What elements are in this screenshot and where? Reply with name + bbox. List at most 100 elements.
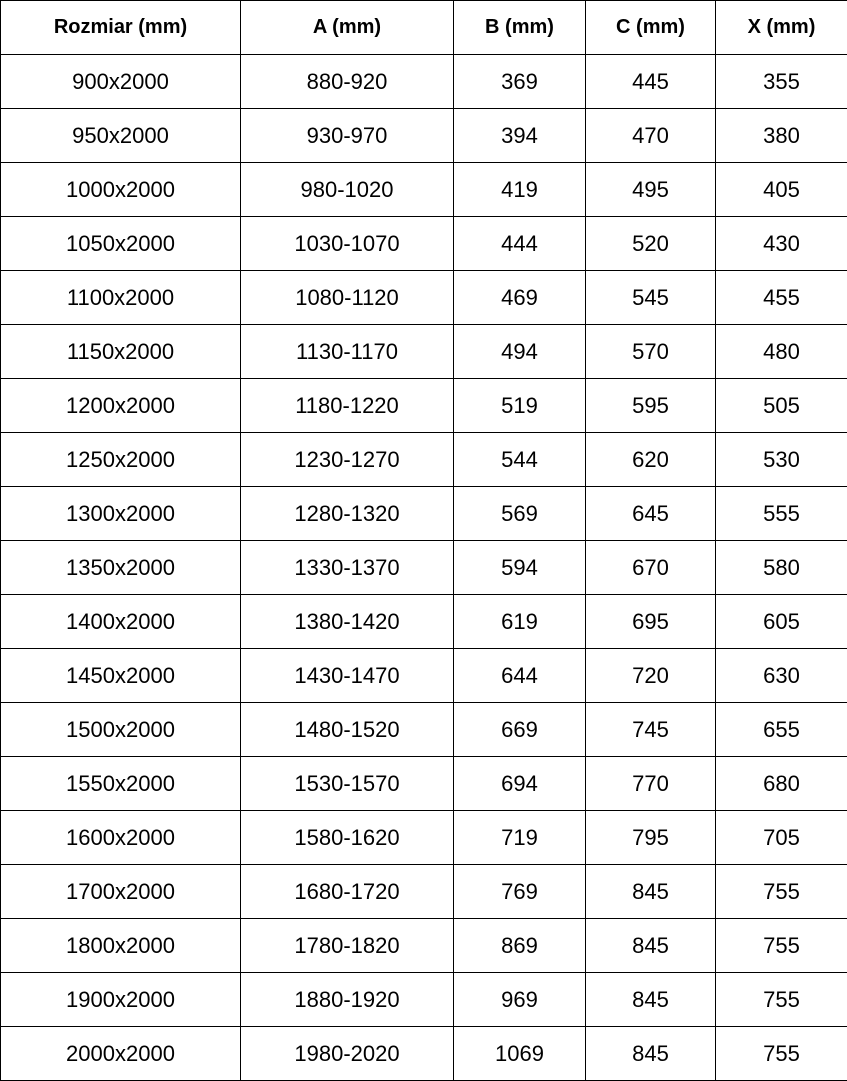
header-size: Rozmiar (mm) — [0, 0, 241, 55]
cell-x: 405 — [715, 162, 847, 217]
cell-x: 605 — [715, 594, 847, 649]
cell-size: 1000x2000 — [0, 162, 241, 217]
cell-size: 900x2000 — [0, 54, 241, 109]
cell-x: 380 — [715, 108, 847, 163]
cell-a: 930-970 — [240, 108, 454, 163]
table-row: 1000x2000 980-1020 419 495 405 — [0, 162, 847, 217]
cell-b: 719 — [453, 810, 586, 865]
table-row: 1300x2000 1280-1320 569 645 555 — [0, 486, 847, 541]
cell-size: 1450x2000 — [0, 648, 241, 703]
cell-c: 645 — [585, 486, 716, 541]
cell-c: 495 — [585, 162, 716, 217]
cell-size: 1250x2000 — [0, 432, 241, 487]
cell-x: 755 — [715, 864, 847, 919]
cell-b: 569 — [453, 486, 586, 541]
table-row: 1450x2000 1430-1470 644 720 630 — [0, 648, 847, 703]
cell-b: 769 — [453, 864, 586, 919]
cell-x: 355 — [715, 54, 847, 109]
cell-c: 695 — [585, 594, 716, 649]
cell-size: 1150x2000 — [0, 324, 241, 379]
cell-x: 755 — [715, 1026, 847, 1081]
cell-b: 444 — [453, 216, 586, 271]
cell-a: 880-920 — [240, 54, 454, 109]
table-row: 1700x2000 1680-1720 769 845 755 — [0, 864, 847, 919]
cell-c: 845 — [585, 1026, 716, 1081]
cell-a: 1330-1370 — [240, 540, 454, 595]
cell-c: 520 — [585, 216, 716, 271]
cell-b: 594 — [453, 540, 586, 595]
header-c: C (mm) — [585, 0, 716, 55]
cell-size: 1700x2000 — [0, 864, 241, 919]
cell-x: 455 — [715, 270, 847, 325]
header-a: A (mm) — [240, 0, 454, 55]
table-row: 1050x2000 1030-1070 444 520 430 — [0, 216, 847, 271]
cell-a: 1680-1720 — [240, 864, 454, 919]
cell-b: 869 — [453, 918, 586, 973]
cell-x: 705 — [715, 810, 847, 865]
cell-c: 845 — [585, 972, 716, 1027]
table-row: 1100x2000 1080-1120 469 545 455 — [0, 270, 847, 325]
cell-b: 369 — [453, 54, 586, 109]
cell-b: 494 — [453, 324, 586, 379]
table-body: 900x2000 880-920 369 445 355 950x2000 930-970 3… — [0, 54, 847, 1081]
header-b: B (mm) — [453, 0, 586, 55]
cell-c: 745 — [585, 702, 716, 757]
cell-size: 1100x2000 — [0, 270, 241, 325]
cell-b: 1069 — [453, 1026, 586, 1081]
cell-size: 1050x2000 — [0, 216, 241, 271]
cell-x: 630 — [715, 648, 847, 703]
cell-x: 580 — [715, 540, 847, 595]
cell-c: 770 — [585, 756, 716, 811]
table-row: 900x2000 880-920 369 445 355 — [0, 54, 847, 109]
cell-b: 419 — [453, 162, 586, 217]
cell-a: 980-1020 — [240, 162, 454, 217]
cell-c: 620 — [585, 432, 716, 487]
cell-c: 445 — [585, 54, 716, 109]
cell-b: 644 — [453, 648, 586, 703]
cell-a: 1280-1320 — [240, 486, 454, 541]
cell-a: 1030-1070 — [240, 216, 454, 271]
cell-x: 555 — [715, 486, 847, 541]
cell-b: 394 — [453, 108, 586, 163]
cell-b: 969 — [453, 972, 586, 1027]
cell-b: 544 — [453, 432, 586, 487]
cell-c: 720 — [585, 648, 716, 703]
cell-c: 795 — [585, 810, 716, 865]
cell-a: 1880-1920 — [240, 972, 454, 1027]
cell-a: 1130-1170 — [240, 324, 454, 379]
cell-x: 505 — [715, 378, 847, 433]
cell-b: 669 — [453, 702, 586, 757]
cell-b: 519 — [453, 378, 586, 433]
cell-c: 670 — [585, 540, 716, 595]
cell-x: 430 — [715, 216, 847, 271]
table-row: 1250x2000 1230-1270 544 620 530 — [0, 432, 847, 487]
cell-b: 694 — [453, 756, 586, 811]
cell-size: 1350x2000 — [0, 540, 241, 595]
cell-c: 470 — [585, 108, 716, 163]
cell-c: 545 — [585, 270, 716, 325]
table-row: 1400x2000 1380-1420 619 695 605 — [0, 594, 847, 649]
cell-size: 1300x2000 — [0, 486, 241, 541]
cell-x: 755 — [715, 972, 847, 1027]
header-row: Rozmiar (mm) A (mm) B (mm) C (mm) X (mm) — [0, 0, 847, 55]
table-row: 1900x2000 1880-1920 969 845 755 — [0, 972, 847, 1027]
cell-c: 570 — [585, 324, 716, 379]
cell-a: 1980-2020 — [240, 1026, 454, 1081]
cell-b: 469 — [453, 270, 586, 325]
cell-size: 1500x2000 — [0, 702, 241, 757]
cell-a: 1430-1470 — [240, 648, 454, 703]
table-row: 1350x2000 1330-1370 594 670 580 — [0, 540, 847, 595]
cell-size: 1550x2000 — [0, 756, 241, 811]
cell-a: 1080-1120 — [240, 270, 454, 325]
cell-c: 595 — [585, 378, 716, 433]
table-row: 1200x2000 1180-1220 519 595 505 — [0, 378, 847, 433]
header-x: X (mm) — [715, 0, 847, 55]
cell-a: 1780-1820 — [240, 918, 454, 973]
cell-a: 1480-1520 — [240, 702, 454, 757]
cell-x: 655 — [715, 702, 847, 757]
table-row: 1550x2000 1530-1570 694 770 680 — [0, 756, 847, 811]
table-row: 950x2000 930-970 394 470 380 — [0, 108, 847, 163]
cell-size: 1800x2000 — [0, 918, 241, 973]
cell-c: 845 — [585, 918, 716, 973]
